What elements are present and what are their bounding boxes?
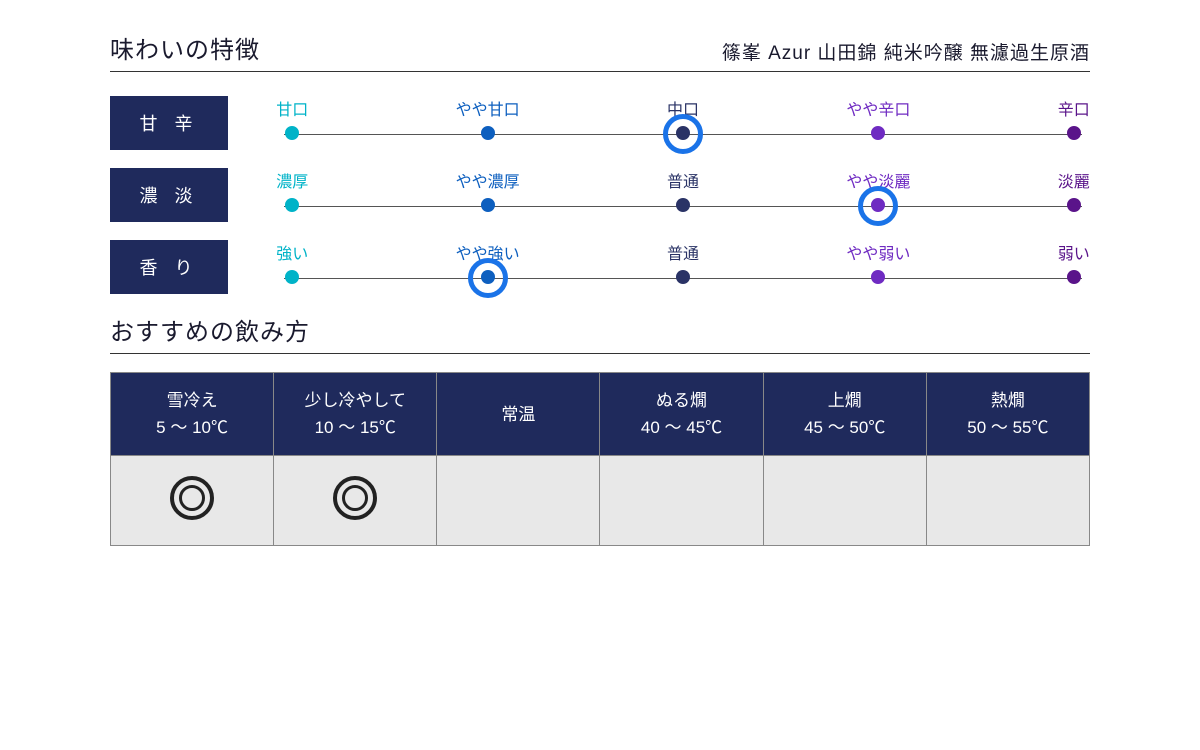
scale-tick: やや淡麗 xyxy=(846,168,910,212)
scale-tick: 淡麗 xyxy=(1058,168,1090,212)
scale-tick: 強い xyxy=(276,240,308,284)
scale-tick: やや強い xyxy=(456,240,520,284)
tick-dot xyxy=(1067,198,1081,212)
double-circle-icon xyxy=(170,476,214,520)
temp-header-cell: 雪冷え5 ～ 10℃ xyxy=(111,373,274,456)
taste-header: 味わいの特徴 篠峯 Azur 山田錦 純米吟醸 無濾過生原酒 xyxy=(110,30,1090,72)
tick-label: やや強い xyxy=(456,240,520,264)
tick-dot xyxy=(676,126,690,140)
tick-label: やや辛口 xyxy=(846,96,910,120)
tick-dot xyxy=(285,126,299,140)
tick-dot xyxy=(676,270,690,284)
temp-header-cell: 少し冷やして10 ～ 15℃ xyxy=(274,373,437,456)
scale-track: 濃厚 やや濃厚 普通 やや淡麗 淡麗 xyxy=(276,168,1090,222)
tick-label: 中口 xyxy=(667,96,699,120)
tick-dot xyxy=(1067,270,1081,284)
temp-mark-cell xyxy=(437,456,600,546)
tick-label: 強い xyxy=(276,240,308,264)
scale-row: 香 り 強い やや強い 普通 やや弱い 弱い xyxy=(110,240,1090,294)
tick-dot xyxy=(676,198,690,212)
temp-mark-cell xyxy=(600,456,763,546)
tick-dot xyxy=(285,270,299,284)
temp-header-cell: 常温 xyxy=(437,373,600,456)
tick-label: 弱い xyxy=(1058,240,1090,264)
taste-title: 味わいの特徴 xyxy=(110,30,260,65)
scale-row: 濃 淡 濃厚 やや濃厚 普通 やや淡麗 淡麗 xyxy=(110,168,1090,222)
tick-dot xyxy=(871,198,885,212)
temperature-table: 雪冷え5 ～ 10℃少し冷やして10 ～ 15℃常温ぬる燗40 ～ 45℃上燗4… xyxy=(110,372,1090,546)
scale-tag: 甘 辛 xyxy=(110,96,228,150)
scale-tick: 普通 xyxy=(667,168,699,212)
tick-dot xyxy=(481,198,495,212)
tick-label: 普通 xyxy=(667,240,699,264)
scale-tick: やや辛口 xyxy=(846,96,910,140)
scale-tick: 中口 xyxy=(667,96,699,140)
scale-track: 強い やや強い 普通 やや弱い 弱い xyxy=(276,240,1090,294)
scale-track: 甘口 やや甘口 中口 やや辛口 辛口 xyxy=(276,96,1090,150)
scale-tick: 普通 xyxy=(667,240,699,284)
scale-tick: 弱い xyxy=(1058,240,1090,284)
tick-dot xyxy=(285,198,299,212)
tick-dot xyxy=(871,126,885,140)
tick-label: 辛口 xyxy=(1058,96,1090,120)
tick-dot xyxy=(481,126,495,140)
temp-mark-cell xyxy=(111,456,274,546)
product-name: 篠峯 Azur 山田錦 純米吟醸 無濾過生原酒 xyxy=(722,38,1090,65)
scale-tick: やや濃厚 xyxy=(456,168,520,212)
tick-label: やや甘口 xyxy=(456,96,520,120)
scale-tick: 甘口 xyxy=(276,96,308,140)
scale-row: 甘 辛 甘口 やや甘口 中口 やや辛口 辛口 xyxy=(110,96,1090,150)
serving-title: おすすめの飲み方 xyxy=(110,312,1090,354)
scale-tag: 濃 淡 xyxy=(110,168,228,222)
temp-header-cell: 上燗45 ～ 50℃ xyxy=(763,373,926,456)
temp-mark-cell xyxy=(763,456,926,546)
tick-label: 甘口 xyxy=(276,96,308,120)
tick-dot xyxy=(481,270,495,284)
scale-tick: 濃厚 xyxy=(276,168,308,212)
temp-mark-cell xyxy=(926,456,1089,546)
temp-mark-cell xyxy=(274,456,437,546)
scale-tick: 辛口 xyxy=(1058,96,1090,140)
tick-label: やや淡麗 xyxy=(846,168,910,192)
tick-dot xyxy=(871,270,885,284)
double-circle-icon xyxy=(333,476,377,520)
scale-tick: やや甘口 xyxy=(456,96,520,140)
tick-dot xyxy=(1067,126,1081,140)
tick-label: 普通 xyxy=(667,168,699,192)
scale-tick: やや弱い xyxy=(846,240,910,284)
tick-label: 濃厚 xyxy=(276,168,308,192)
temp-header-cell: 熱燗50 ～ 55℃ xyxy=(926,373,1089,456)
taste-scales: 甘 辛甘口やや甘口中口やや辛口辛口濃 淡濃厚やや濃厚普通やや淡麗淡麗香 り強いや… xyxy=(110,96,1090,294)
tick-label: やや弱い xyxy=(846,240,910,264)
scale-tag: 香 り xyxy=(110,240,228,294)
temp-header-cell: ぬる燗40 ～ 45℃ xyxy=(600,373,763,456)
tick-label: やや濃厚 xyxy=(456,168,520,192)
tick-label: 淡麗 xyxy=(1058,168,1090,192)
